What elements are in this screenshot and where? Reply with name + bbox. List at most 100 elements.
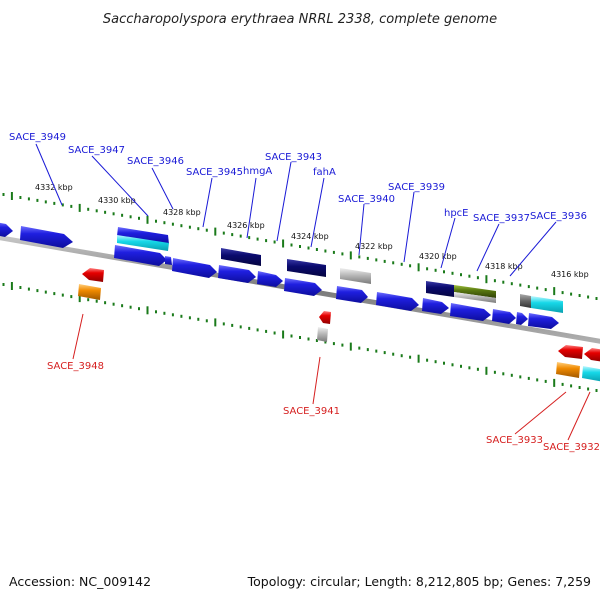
minor-tick <box>536 286 539 290</box>
gene-arrow[interactable] <box>516 312 528 325</box>
gene-arrow-sace-3947-rna[interactable] <box>117 235 169 251</box>
major-tick <box>349 342 352 351</box>
label-leader-lines <box>35 143 557 277</box>
gene-arrow-sace-3937[interactable] <box>454 285 496 298</box>
minor-tick <box>163 221 166 225</box>
gene-label-sace-3939[interactable]: SACE_3939 <box>388 182 445 193</box>
minor-tick <box>36 198 39 202</box>
minor-tick <box>2 283 5 286</box>
gene-arrow-sace-3936[interactable] <box>520 294 531 308</box>
minor-tick <box>129 305 132 309</box>
gene-arrow-sace-3932-a[interactable] <box>584 348 600 362</box>
gene-label-sace-3943[interactable]: SACE_3943 <box>265 152 322 163</box>
gene-arrow-sace-3940[interactable] <box>340 268 371 284</box>
minor-tick <box>171 222 174 226</box>
minor-tick <box>366 348 369 352</box>
gene-arrow-hmga[interactable] <box>221 248 261 266</box>
gene-label-hpce[interactable]: hpcE <box>444 208 469 219</box>
gene-arrow[interactable] <box>376 292 419 311</box>
minor-tick <box>44 200 47 204</box>
gene-label-sace-3948[interactable]: SACE_3948 <box>47 361 104 372</box>
minor-tick <box>163 311 166 315</box>
minor-tick <box>451 363 454 367</box>
minor-tick <box>197 317 200 321</box>
tick-label: 4318 kbp <box>485 262 523 271</box>
minor-tick <box>290 243 293 247</box>
gene-label-sace-3941[interactable]: SACE_3941 <box>283 406 340 417</box>
gene-label-hmga[interactable]: hmgA <box>243 166 272 177</box>
tick-label: 4328 kbp <box>163 208 201 217</box>
gene-labels-bottom: SACE_3948 SACE_3941 SACE_3933 SACE_3932 <box>47 361 600 453</box>
minor-tick <box>61 293 64 297</box>
minor-tick <box>324 340 327 344</box>
minor-tick <box>332 342 335 346</box>
minor-tick <box>2 193 5 196</box>
minor-tick <box>519 375 522 379</box>
minor-tick <box>256 237 259 241</box>
minor-tick <box>341 343 344 347</box>
gene-arrow-fahA[interactable] <box>287 259 326 277</box>
gene-arrow-sace-3933-a[interactable] <box>558 345 583 359</box>
gene-arrow-sace-3932[interactable] <box>582 366 600 382</box>
gene-arrow[interactable] <box>528 313 559 329</box>
minor-tick <box>409 355 412 359</box>
gene-arrow-sace-3941-a[interactable] <box>319 311 331 324</box>
gene-label-sace-3949[interactable]: SACE_3949 <box>9 132 66 143</box>
minor-tick <box>222 322 225 326</box>
minor-tick <box>70 295 73 299</box>
tick-label: 4324 kbp <box>291 232 329 241</box>
gene-arrow-hpce[interactable] <box>426 281 454 297</box>
gene-arrow[interactable] <box>218 265 256 283</box>
minor-tick <box>290 334 293 338</box>
gene-arrow-sace-3948[interactable] <box>78 284 101 300</box>
minor-tick <box>426 267 429 271</box>
gene-arrow[interactable] <box>114 245 167 266</box>
minor-tick <box>460 364 462 368</box>
major-tick <box>282 239 285 248</box>
gene-arrow[interactable] <box>492 309 516 324</box>
gene-arrow-sace-3936-rna[interactable] <box>531 296 563 313</box>
gene-arrow[interactable] <box>450 303 491 321</box>
major-tick <box>214 227 217 236</box>
minor-tick <box>595 297 598 300</box>
gene-label-sace-3946[interactable]: SACE_3946 <box>127 156 184 167</box>
minor-tick <box>468 366 471 370</box>
gene-label-faha[interactable]: fahA <box>313 167 336 178</box>
gene-label-sace-3940[interactable]: SACE_3940 <box>338 194 395 205</box>
major-tick <box>553 378 556 387</box>
minor-tick <box>27 287 30 291</box>
gene-label-sace-3947[interactable]: SACE_3947 <box>68 145 125 156</box>
minor-tick <box>205 228 208 232</box>
gene-arrow[interactable] <box>0 222 13 237</box>
tick-label: 4316 kbp <box>551 270 589 279</box>
gene-arrow[interactable] <box>172 258 217 278</box>
gene-label-sace-3945[interactable]: SACE_3945 <box>186 167 243 178</box>
gene-arrow-sace-3937-b[interactable] <box>454 292 496 303</box>
gene-arrow[interactable] <box>284 278 322 296</box>
gene-arrow-sace-3948-a[interactable] <box>82 268 104 282</box>
major-tick <box>214 318 217 327</box>
gene-arrow[interactable] <box>20 226 73 248</box>
gene-label-sace-3937[interactable]: SACE_3937 <box>473 213 530 224</box>
minor-tick <box>248 236 251 240</box>
minor-tick <box>587 387 590 391</box>
gene-arrow-sace-3941[interactable] <box>317 327 328 342</box>
gene-arrow[interactable] <box>336 286 368 303</box>
minor-tick <box>570 384 573 388</box>
gene-arrow[interactable] <box>257 271 283 287</box>
gene-arrow[interactable] <box>165 256 172 265</box>
minor-tick <box>27 197 30 201</box>
gene-label-sace-3936[interactable]: SACE_3936 <box>530 211 587 222</box>
minor-tick <box>493 279 496 283</box>
minor-tick <box>197 227 200 231</box>
forward-strand-genes <box>0 222 563 329</box>
minor-tick <box>53 201 56 205</box>
minor-tick <box>70 204 73 208</box>
gene-arrow-sace-3933[interactable] <box>556 362 580 378</box>
minor-tick <box>188 225 191 229</box>
gene-label-sace-3933[interactable]: SACE_3933 <box>486 435 543 446</box>
gene-arrow[interactable] <box>422 298 449 314</box>
gene-label-sace-3932[interactable]: SACE_3932 <box>543 442 600 453</box>
gene-arrow-sace-3947[interactable] <box>117 227 169 244</box>
